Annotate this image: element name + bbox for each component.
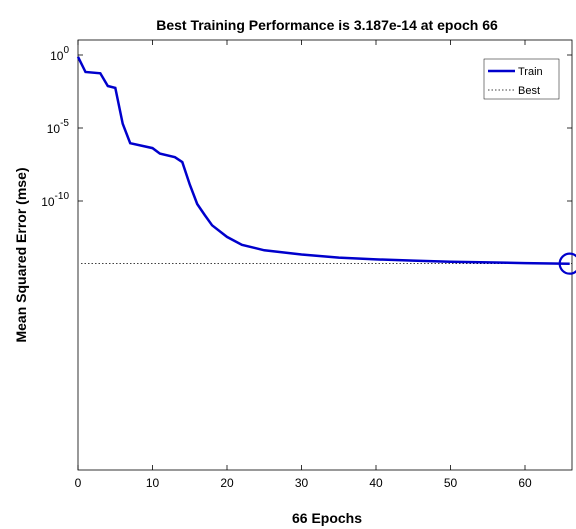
chart-title: Best Training Performance is 3.187e-14 a… xyxy=(156,17,498,33)
legend-train-label: Train xyxy=(518,66,543,78)
x-tick-label: 20 xyxy=(220,476,234,490)
y-axis-label: Mean Squared Error (mse) xyxy=(13,167,29,342)
x-tick-label: 50 xyxy=(444,476,458,490)
y-tick-exponent: -10 xyxy=(55,191,70,202)
x-tick-label: 10 xyxy=(146,476,160,490)
y-tick-label: 10-5 xyxy=(47,118,70,136)
y-tick-base: 10 xyxy=(47,122,61,136)
y-tick-label: 100 xyxy=(50,45,69,63)
y-tick-exponent: 0 xyxy=(63,45,69,56)
x-axis-ticks: 0 10 20 30 40 50 60 xyxy=(75,40,532,490)
x-tick-label: 30 xyxy=(295,476,309,490)
y-tick-base: 10 xyxy=(50,49,64,63)
legend: Train Best xyxy=(483,58,560,100)
best-epoch-marker xyxy=(558,252,576,275)
x-tick-label: 0 xyxy=(75,476,82,490)
x-tick-label: 40 xyxy=(369,476,383,490)
legend-best-label: Best xyxy=(518,85,540,97)
x-tick-label: 60 xyxy=(518,476,532,490)
y-tick-exponent: -5 xyxy=(60,118,69,129)
y-tick-label: 10-10 xyxy=(41,191,69,209)
plot-area xyxy=(77,39,573,471)
train-series-line xyxy=(76,56,570,265)
y-tick-base: 10 xyxy=(41,195,55,209)
legend-box xyxy=(483,58,560,100)
x-axis-label: 66 Epochs xyxy=(292,510,362,526)
